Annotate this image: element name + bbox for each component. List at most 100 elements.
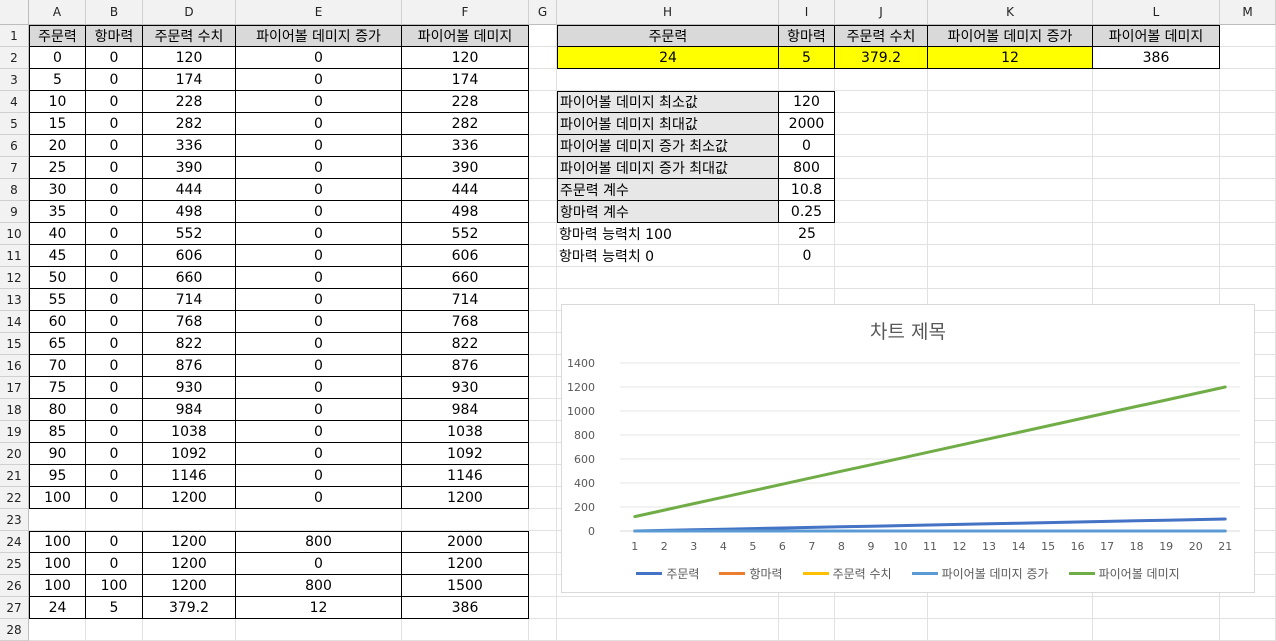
cell-b28[interactable]	[86, 619, 143, 641]
cell-a20[interactable]: 90	[29, 443, 86, 465]
cell-d18[interactable]: 984	[143, 399, 236, 421]
cell-g6[interactable]	[529, 135, 557, 157]
cell-l7[interactable]	[1093, 157, 1220, 179]
row-header-7[interactable]: 7	[0, 157, 29, 179]
cell-h11[interactable]	[557, 245, 779, 267]
cell-d21[interactable]: 1146	[143, 465, 236, 487]
calc-header-h[interactable]: 주문력	[557, 25, 779, 47]
cell-j3[interactable]	[835, 69, 928, 91]
cell-k9[interactable]	[928, 201, 1093, 223]
column-header-g[interactable]: G	[529, 0, 557, 25]
row-header-3[interactable]: 3	[0, 69, 29, 91]
cell-g19[interactable]	[529, 421, 557, 443]
calc-header-i[interactable]: 항마력	[779, 25, 835, 47]
cell-a8[interactable]: 30	[29, 179, 86, 201]
cell-d13[interactable]: 714	[143, 289, 236, 311]
cell-m28[interactable]	[1220, 619, 1276, 641]
cell-g11[interactable]	[529, 245, 557, 267]
cell-b27[interactable]: 5	[86, 597, 143, 619]
cell-j10[interactable]	[835, 223, 928, 245]
cell-f13[interactable]: 714	[402, 289, 529, 311]
cell-l10[interactable]	[1093, 223, 1220, 245]
cell-b4[interactable]: 0	[86, 91, 143, 113]
cell-a25[interactable]: 100	[29, 553, 86, 575]
legend-entry[interactable]: 항마력	[719, 565, 783, 582]
chart[interactable]: 차트 제목 0 200 400 600 800 1000 1200 1400 1 2 3 4 5 6 7 8 9…	[561, 304, 1255, 593]
cell-d2[interactable]: 120	[143, 47, 236, 69]
row-header-21[interactable]: 21	[0, 465, 29, 487]
cell-f3[interactable]: 174	[402, 69, 529, 91]
row-header-14[interactable]: 14	[0, 311, 29, 333]
cell-m12[interactable]	[1220, 267, 1276, 289]
cell-f11[interactable]: 606	[402, 245, 529, 267]
cell-j5[interactable]	[835, 113, 928, 135]
cell-m6[interactable]	[1220, 135, 1276, 157]
header-d[interactable]: 주문력 수치	[143, 25, 236, 47]
cell-f14[interactable]: 768	[402, 311, 529, 333]
cell-a7[interactable]: 25	[29, 157, 86, 179]
cell-f23[interactable]	[402, 509, 529, 531]
column-header-f[interactable]: F	[402, 0, 529, 25]
cell-a11[interactable]: 45	[29, 245, 86, 267]
cell-f5[interactable]: 282	[402, 113, 529, 135]
cell-k8[interactable]	[928, 179, 1093, 201]
cell-d6[interactable]: 336	[143, 135, 236, 157]
row-header-8[interactable]: 8	[0, 179, 29, 201]
cell-d4[interactable]: 228	[143, 91, 236, 113]
cell-l6[interactable]	[1093, 135, 1220, 157]
cell-b14[interactable]: 0	[86, 311, 143, 333]
cell-g27[interactable]	[529, 597, 557, 619]
cell-h12[interactable]	[557, 267, 779, 289]
param-value[interactable]: 2000	[779, 113, 835, 135]
cell-e25[interactable]: 0	[236, 553, 402, 575]
cell-a19[interactable]: 85	[29, 421, 86, 443]
cell-b20[interactable]: 0	[86, 443, 143, 465]
cell-e28[interactable]	[236, 619, 402, 641]
cell-g18[interactable]	[529, 399, 557, 421]
cell-b7[interactable]: 0	[86, 157, 143, 179]
param-value[interactable]: 0.25	[779, 201, 835, 223]
cell-g9[interactable]	[529, 201, 557, 223]
param-value[interactable]: 120	[779, 91, 835, 113]
cell-b26[interactable]: 100	[86, 575, 143, 597]
column-header-d[interactable]: D	[143, 0, 236, 25]
cell-j27[interactable]	[835, 597, 928, 619]
cell-a3[interactable]: 5	[29, 69, 86, 91]
column-header-b[interactable]: B	[86, 0, 143, 25]
param-value[interactable]: 10.8	[779, 179, 835, 201]
cell-b18[interactable]: 0	[86, 399, 143, 421]
cell-e9[interactable]: 0	[236, 201, 402, 223]
calc-header-l[interactable]: 파이어볼 데미지	[1093, 25, 1220, 47]
cell-f22[interactable]: 1200	[402, 487, 529, 509]
cell-b13[interactable]: 0	[86, 289, 143, 311]
cell-b23[interactable]	[86, 509, 143, 531]
cell-k28[interactable]	[928, 619, 1093, 641]
cell-a26[interactable]: 100	[29, 575, 86, 597]
header-a[interactable]: 주문력	[29, 25, 86, 47]
cell-f4[interactable]: 228	[402, 91, 529, 113]
legend-entry[interactable]: 주문력 수치	[802, 565, 892, 582]
cell-d16[interactable]: 876	[143, 355, 236, 377]
cell-d15[interactable]: 822	[143, 333, 236, 355]
cell-a28[interactable]	[29, 619, 86, 641]
chart-title[interactable]: 차트 제목	[870, 321, 946, 343]
cell-a22[interactable]: 100	[29, 487, 86, 509]
cell-m9[interactable]	[1220, 201, 1276, 223]
cell-e4[interactable]: 0	[236, 91, 402, 113]
cell-g15[interactable]	[529, 333, 557, 355]
cell-g20[interactable]	[529, 443, 557, 465]
cell-a5[interactable]: 15	[29, 113, 86, 135]
cell-b3[interactable]: 0	[86, 69, 143, 91]
cell-g16[interactable]	[529, 355, 557, 377]
cell-f8[interactable]: 444	[402, 179, 529, 201]
cell-g26[interactable]	[529, 575, 557, 597]
cell-d9[interactable]: 498	[143, 201, 236, 223]
cell-a21[interactable]: 95	[29, 465, 86, 487]
cell-g28[interactable]	[529, 619, 557, 641]
cell-m1[interactable]	[1220, 25, 1276, 47]
param-value[interactable]: 25	[798, 226, 816, 242]
cell-k10[interactable]	[928, 223, 1093, 245]
cell-e2[interactable]: 0	[236, 47, 402, 69]
legend-entry[interactable]: 파이어볼 데미지 증가	[911, 565, 1049, 582]
